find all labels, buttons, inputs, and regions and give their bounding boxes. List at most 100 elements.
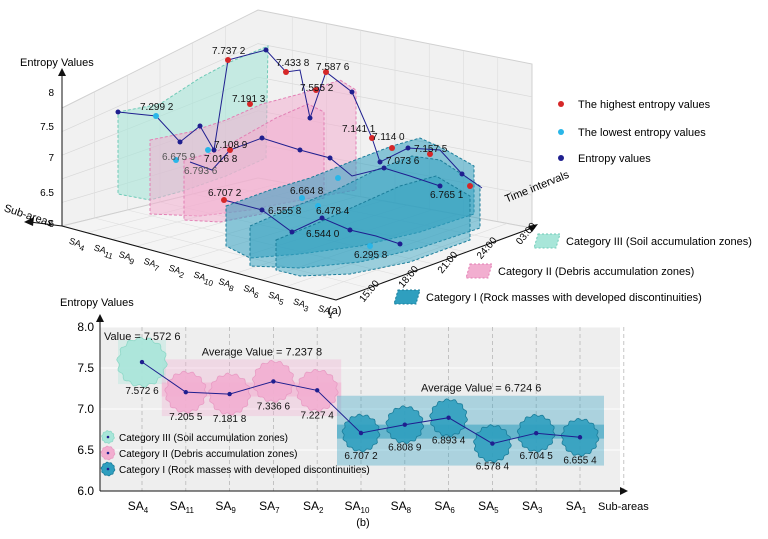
annotation-13: 7.157 5 xyxy=(414,144,448,155)
y-tick-b-3: 7.5 xyxy=(77,361,94,375)
entropy-points-3d xyxy=(115,47,473,249)
annotation-2: 7.433 8 xyxy=(276,58,310,69)
x-tick-sa3: SA3 xyxy=(291,296,311,314)
x-axis-arrow-b xyxy=(620,487,628,495)
x-tick-b-sa3: SA3 xyxy=(522,499,543,515)
annotation-16: 6.664 8 xyxy=(290,186,324,197)
value-label-sa6: 6.893 4 xyxy=(432,436,466,447)
point-sa4 xyxy=(139,359,145,365)
annotation-6: 7.191 3 xyxy=(232,94,266,105)
annotation-10: 6.793 6 xyxy=(184,166,218,177)
value-label-sa7: 7.336 6 xyxy=(257,401,291,412)
entropy-line-3d xyxy=(117,49,483,189)
annotation-4: 7.555 2 xyxy=(300,83,334,94)
annotation-21: 6.765 1 xyxy=(430,190,464,201)
z-tick-2: 7 xyxy=(48,153,54,164)
x-axis-line xyxy=(61,225,337,301)
legend-entropy-marker xyxy=(558,155,564,161)
annotation-14: 7.073 6 xyxy=(386,156,420,167)
legend-b-label-1: Category II (Debris accumulation zones) xyxy=(119,449,297,460)
x-tick-sa7: SA7 xyxy=(142,256,162,274)
annotation-11: 7.141 1 xyxy=(342,124,376,135)
point-sa8 xyxy=(402,422,407,427)
panel-a-3d-chart: 7.737 2 7.433 8 7.587 6 7.555 2 7.299 2 … xyxy=(2,9,752,321)
annotation-18: 6.478 4 xyxy=(316,206,350,217)
value-label-sa4: 7.572 6 xyxy=(125,386,159,397)
legend-lowest-marker xyxy=(558,129,564,135)
annotations-3d: 7.737 2 7.433 8 7.587 6 7.555 2 7.299 2 … xyxy=(140,46,464,261)
x-axis-arrow xyxy=(24,217,34,226)
legend-cat3-label: Category III (Soil accumulation zones) xyxy=(566,236,752,248)
average-labels: Value = 7.572 6 Average Value = 7.237 8 Av… xyxy=(104,331,541,395)
value-label-sa8: 6.808 9 xyxy=(388,443,422,454)
point-sa7 xyxy=(271,379,276,384)
x-tick-b-sa2: SA2 xyxy=(303,499,324,515)
annotation-20: 6.295 8 xyxy=(354,250,388,261)
z-axis-ticks: 6 6.5 7 7.5 8 xyxy=(40,88,54,230)
data-points xyxy=(139,359,583,446)
x-tick-b-sa5: SA5 xyxy=(478,499,499,515)
annotation-17: 6.555 8 xyxy=(268,206,302,217)
z-tick-4: 8 xyxy=(48,88,54,99)
y-axis-line xyxy=(335,227,533,301)
value-label-sa3: 6.704 5 xyxy=(520,451,554,462)
value-label-sa10: 6.707 2 xyxy=(344,451,378,462)
x-tick-b-sa11: SA11 xyxy=(170,499,195,515)
y-tick-b-0: 6.0 xyxy=(77,484,94,498)
x-tick-b-sa10: SA10 xyxy=(345,499,370,515)
legend-cat3-swatch xyxy=(533,233,561,249)
z-axis-arrow xyxy=(58,68,66,76)
panel-b-chart: 7.572 6 7.205 5 7.181 8 7.336 6 7.227 4 6.707… xyxy=(60,297,649,529)
entropy-line-3d-b xyxy=(189,137,441,187)
x-tick-b-sa6: SA6 xyxy=(434,499,455,515)
panel-a-label: (a) xyxy=(328,305,341,317)
x-tick-sa6: SA6 xyxy=(241,283,261,301)
point-sa6 xyxy=(446,415,451,420)
z-axis-label: Entropy Values xyxy=(20,57,94,69)
legend-b-label-2: Category I (Rock masses with developed d… xyxy=(119,465,370,476)
category-i-surface xyxy=(225,137,481,277)
x-tick-sa11: SA11 xyxy=(92,242,116,261)
value-label-sa9: 7.181 8 xyxy=(213,414,247,425)
x-tick-sa1: SA1 xyxy=(316,303,336,321)
x-axis-label-b: Sub-areas xyxy=(598,501,649,513)
y-tick-b-1: 6.5 xyxy=(77,443,94,457)
point-sa1 xyxy=(577,435,583,440)
point-sa11 xyxy=(183,389,188,395)
x-tick-sa5: SA5 xyxy=(266,290,286,308)
value-label-sa11: 7.205 5 xyxy=(169,412,203,423)
legend-entropy-label: Entropy values xyxy=(578,153,651,165)
annotation-15: 6.707 2 xyxy=(208,188,242,199)
annotation-1: 7.737 2 xyxy=(212,46,246,57)
annotation-12: 7.114 0 xyxy=(372,132,405,143)
x-tick-b-sa9: SA9 xyxy=(215,499,236,515)
x-axis-ticks: SA4 SA11 SA9 SA7 SA2 SA10 SA8 SA6 SA5 SA3 SA1 xyxy=(68,236,336,321)
y-ticks-b: 6.0 6.5 7.0 7.5 8.0 xyxy=(77,320,94,498)
x-tick-b-sa1: SA1 xyxy=(566,499,587,515)
y-tick-b-4: 8.0 xyxy=(77,320,94,334)
legend-lowest-label: The lowest entropy values xyxy=(578,127,706,139)
x-tick-b-sa8: SA8 xyxy=(391,499,412,515)
legend-cat2-swatch xyxy=(465,263,493,279)
annotation-8: 7.016 8 xyxy=(204,154,238,165)
value-labels: 7.572 6 7.205 5 7.181 8 7.336 6 7.227 4 6.707… xyxy=(125,386,597,473)
point-sa9 xyxy=(227,391,232,397)
legend-categories: Category III (Soil accumulation zones) C… xyxy=(393,233,752,305)
x-ticks-b: SA4 SA11 SA9 SA7 SA2 SA10 SA8 SA6 SA5 SA3 SA1 xyxy=(128,499,587,515)
y-axis-label-b: Entropy Values xyxy=(60,297,134,309)
average-label-3: Value = 7.572 6 xyxy=(104,331,181,343)
average-label-2: Average Value = 7.237 8 xyxy=(202,346,322,358)
y-tick-b-2: 7.0 xyxy=(77,402,94,416)
point-sa10 xyxy=(358,430,364,436)
value-label-sa5: 6.578 4 xyxy=(476,462,510,473)
value-label-sa1: 6.655 4 xyxy=(563,455,597,466)
point-sa5 xyxy=(490,441,495,446)
legend-points: The highest entropy values The lowest en… xyxy=(558,99,711,165)
legend-cat2-label: Category II (Debris accumulation zones) xyxy=(498,266,694,278)
x-tick-sa8: SA8 xyxy=(216,276,236,294)
annotation-7: 7.108 9 xyxy=(214,140,248,151)
annotation-19: 6.544 0 xyxy=(306,229,340,240)
y-axis-arrow-b xyxy=(96,314,104,322)
